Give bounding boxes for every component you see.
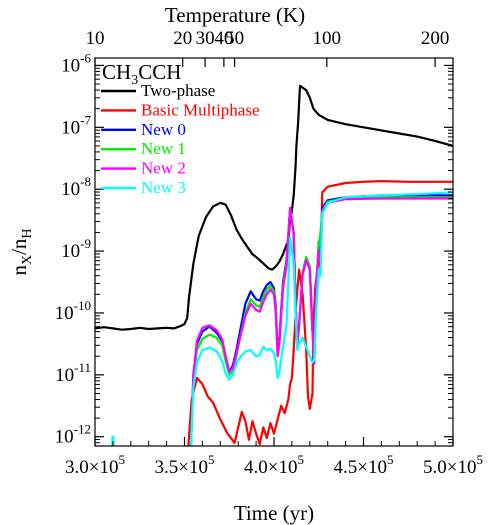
series-layer xyxy=(95,84,453,446)
y-tick-label: 10-12 xyxy=(55,422,91,448)
x-tick-label: 3.0×105 xyxy=(65,452,125,478)
series-line-two-phase xyxy=(95,84,453,331)
y-axis-title-sub-h: H xyxy=(20,228,35,238)
y-tick-label: 10-8 xyxy=(61,174,91,200)
x-tick-label-exp: 5 xyxy=(208,452,215,467)
tick-layer xyxy=(94,58,454,446)
y-tick-label: 10-9 xyxy=(61,236,91,262)
x-tick-label-mantissa: 3.0×10 xyxy=(65,457,118,478)
top-tick-label: 40 xyxy=(214,28,233,49)
y-tick-label-exp: -9 xyxy=(80,236,91,251)
y-tick-label-base: 10 xyxy=(61,179,80,200)
legend-label: Two-phase xyxy=(141,81,215,100)
x-axis-title: Time (yr) xyxy=(234,501,314,525)
legend-label: New 2 xyxy=(141,159,186,178)
x-tick-label: 5.0×105 xyxy=(423,452,483,478)
y-tick-label: 10-6 xyxy=(61,50,91,76)
species-label: CH3CCH xyxy=(102,60,181,88)
x-tick-label: 3.5×105 xyxy=(155,452,215,478)
y-tick-label-exp: -10 xyxy=(74,298,91,313)
y-tick-label-exp: -12 xyxy=(74,422,91,437)
x-tick-label-exp: 5 xyxy=(118,452,125,467)
legend-label: New 1 xyxy=(141,139,186,158)
y-tick-label-base: 10 xyxy=(55,427,74,448)
series-line-new-2 xyxy=(189,197,453,446)
y-tick-label-base: 10 xyxy=(55,365,74,386)
species-label-main: CH xyxy=(102,60,131,84)
legend-label: Basic Multiphase xyxy=(141,100,260,119)
top-tick-label: 10 xyxy=(86,28,105,49)
y-tick-label: 10-7 xyxy=(61,112,91,138)
y-tick-label-base: 10 xyxy=(61,117,80,138)
y-tick-label-exp: -6 xyxy=(80,50,91,65)
x-tick-label-exp: 5 xyxy=(387,452,394,467)
top-tick-label: 100 xyxy=(313,28,342,49)
legend-label: New 0 xyxy=(141,120,186,139)
y-axis-title-mid: /n xyxy=(7,238,31,255)
species-label-sub: 3 xyxy=(131,73,138,88)
x-tick-label-exp: 5 xyxy=(297,452,304,467)
x-tick-label-mantissa: 4.0×10 xyxy=(244,457,297,478)
top-tick-label: 200 xyxy=(421,28,450,49)
series-line-new-3 xyxy=(111,191,453,446)
y-axis-title-main: n xyxy=(7,265,31,276)
x-tick-label: 4.5×105 xyxy=(334,452,394,478)
top-tick-label: 30 xyxy=(196,28,215,49)
top-axis-title: Temperature (K) xyxy=(165,3,305,27)
x-tick-label-exp: 5 xyxy=(476,452,483,467)
series-line-basic-multiphase xyxy=(187,180,453,446)
top-tick-label: 50 xyxy=(225,28,244,49)
y-tick-label-exp: -7 xyxy=(80,112,91,127)
y-tick-label: 10-10 xyxy=(55,298,91,324)
y-tick-label-base: 10 xyxy=(61,241,80,262)
legend-label: New 3 xyxy=(141,178,186,197)
x-tick-label: 4.0×105 xyxy=(244,452,304,478)
y-axis-title: nX/nH xyxy=(7,228,35,275)
y-tick-label-base: 10 xyxy=(61,55,80,76)
y-tick-label-exp: -11 xyxy=(74,360,91,375)
y-tick-label-base: 10 xyxy=(55,303,74,324)
species-label-rest: CCH xyxy=(138,60,181,84)
y-tick-label-exp: -8 xyxy=(80,174,91,189)
y-tick-label: 10-11 xyxy=(55,360,91,386)
x-tick-label-mantissa: 3.5×10 xyxy=(155,457,208,478)
x-tick-label-mantissa: 4.5×10 xyxy=(334,457,387,478)
x-tick-label-mantissa: 5.0×10 xyxy=(423,457,476,478)
y-axis-title-sub-x: X xyxy=(20,255,35,265)
top-tick-label: 20 xyxy=(173,28,192,49)
